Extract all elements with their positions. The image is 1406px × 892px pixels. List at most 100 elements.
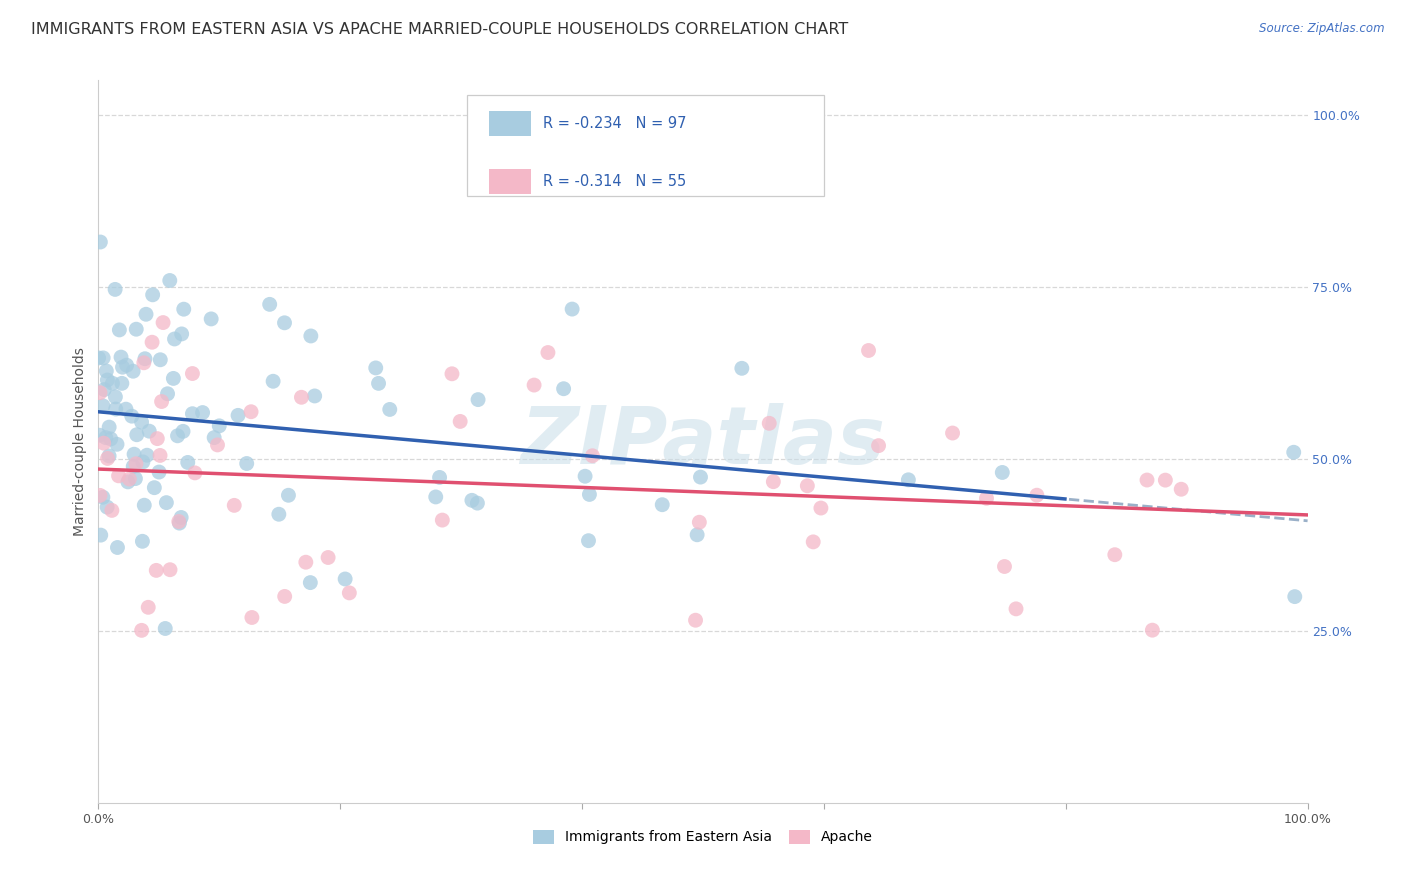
Point xyxy=(155,622,177,636)
Point xyxy=(578,533,600,548)
Point xyxy=(333,572,356,586)
Point xyxy=(91,351,114,365)
Point xyxy=(991,466,1014,480)
Point xyxy=(110,350,132,364)
Point xyxy=(170,326,193,341)
Point xyxy=(96,500,118,515)
Point xyxy=(107,468,129,483)
Point xyxy=(316,550,339,565)
Point xyxy=(141,335,163,350)
Point xyxy=(134,351,156,366)
Point xyxy=(240,405,263,419)
Point xyxy=(537,345,560,359)
Point xyxy=(155,495,177,509)
Point xyxy=(299,329,322,343)
Point xyxy=(156,386,179,401)
Point xyxy=(1170,482,1192,496)
Point xyxy=(202,431,225,445)
Point xyxy=(152,316,174,330)
Point xyxy=(91,399,114,413)
Point xyxy=(1282,445,1305,459)
Point xyxy=(172,425,194,439)
Point xyxy=(163,332,186,346)
Point xyxy=(101,503,124,517)
Point xyxy=(89,385,111,400)
Point xyxy=(810,501,832,516)
Point xyxy=(651,498,673,512)
Point xyxy=(90,528,112,542)
Point xyxy=(107,541,129,555)
Point xyxy=(177,455,200,469)
Point xyxy=(226,409,249,423)
Point xyxy=(1025,488,1047,502)
Point xyxy=(104,402,127,417)
Point xyxy=(131,624,153,638)
Point xyxy=(149,449,172,463)
Point xyxy=(125,322,148,336)
Point xyxy=(758,417,780,431)
Point xyxy=(801,534,824,549)
Point xyxy=(166,429,188,443)
Point xyxy=(578,487,600,501)
Point xyxy=(132,455,155,469)
Point xyxy=(240,610,263,624)
Point xyxy=(104,282,127,296)
Point xyxy=(259,297,281,311)
Point xyxy=(138,424,160,438)
Point xyxy=(364,360,387,375)
Text: ZIPatlas: ZIPatlas xyxy=(520,402,886,481)
Point xyxy=(688,515,710,529)
Text: R = -0.234   N = 97: R = -0.234 N = 97 xyxy=(543,116,688,131)
Point xyxy=(273,316,295,330)
Point xyxy=(98,420,121,434)
Point xyxy=(145,563,167,577)
Point xyxy=(89,428,111,442)
Point xyxy=(93,436,115,450)
Point xyxy=(235,457,257,471)
Text: Source: ZipAtlas.com: Source: ZipAtlas.com xyxy=(1260,22,1385,36)
Point xyxy=(122,364,145,378)
Point xyxy=(868,439,890,453)
Point xyxy=(143,481,166,495)
Point xyxy=(159,563,181,577)
Point xyxy=(115,402,138,417)
Point xyxy=(367,376,389,391)
FancyBboxPatch shape xyxy=(489,169,531,194)
Point xyxy=(796,479,818,493)
Point xyxy=(167,515,190,529)
Y-axis label: Married-couple Households: Married-couple Households xyxy=(73,347,87,536)
Point xyxy=(181,367,204,381)
Point xyxy=(976,491,998,506)
Point xyxy=(1104,548,1126,562)
Point xyxy=(125,457,148,471)
Point xyxy=(91,490,114,504)
Point xyxy=(440,367,463,381)
Point xyxy=(87,351,110,365)
Point xyxy=(941,425,963,440)
Point xyxy=(115,358,138,372)
Point xyxy=(125,427,148,442)
Point xyxy=(273,590,295,604)
Point xyxy=(105,437,128,451)
Point xyxy=(1005,602,1028,616)
Point xyxy=(96,364,118,378)
Point xyxy=(461,493,484,508)
Point xyxy=(149,352,172,367)
Point xyxy=(207,438,229,452)
Point xyxy=(111,360,134,375)
Point xyxy=(689,470,711,484)
FancyBboxPatch shape xyxy=(489,111,531,136)
Point xyxy=(131,415,153,429)
Point xyxy=(686,528,709,542)
Point xyxy=(98,449,121,463)
Point xyxy=(96,451,118,466)
Point xyxy=(134,498,156,512)
Point xyxy=(993,559,1015,574)
Point xyxy=(135,307,157,321)
Point xyxy=(267,508,290,522)
Point xyxy=(122,459,145,474)
Text: R = -0.314   N = 55: R = -0.314 N = 55 xyxy=(543,174,686,189)
Point xyxy=(121,409,143,424)
Point xyxy=(467,392,489,407)
Point xyxy=(449,414,471,428)
